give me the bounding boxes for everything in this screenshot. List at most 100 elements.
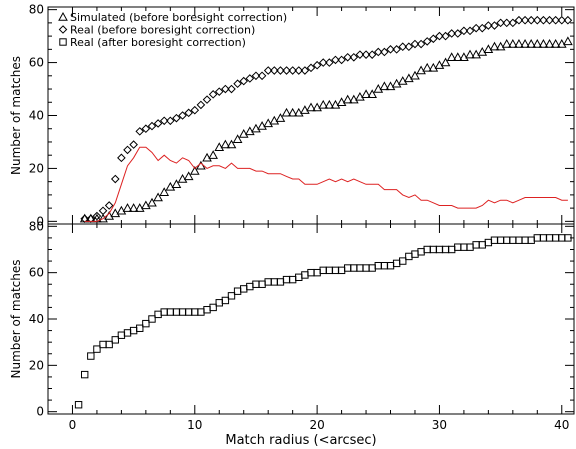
data-point-diamond: [98, 206, 108, 216]
data-point-diamond: [532, 15, 542, 25]
data-point-triangle: [306, 102, 316, 112]
data-point-triangle: [208, 150, 218, 159]
data-point-diamond: [196, 100, 206, 110]
data-point-triangle: [361, 89, 371, 99]
data-point-diamond: [459, 26, 469, 36]
data-point-square: [503, 236, 511, 244]
data-point-square: [533, 234, 542, 242]
data-point-triangle: [434, 60, 445, 69]
data-point-square: [142, 319, 150, 328]
data-point-diamond: [545, 15, 554, 25]
data-point-diamond: [471, 23, 481, 33]
data-point-triangle: [287, 107, 298, 117]
data-point-diamond: [337, 55, 346, 65]
data-point-triangle: [404, 73, 414, 83]
data-point-diamond: [184, 108, 193, 118]
data-point-diamond: [373, 47, 383, 57]
top-ytick-label: 80: [29, 3, 44, 17]
bottom-ytick-label: 40: [29, 312, 44, 326]
data-point-triangle: [116, 205, 127, 215]
data-point-diamond: [429, 34, 438, 44]
data-point-square: [87, 352, 95, 360]
data-point-triangle: [367, 89, 378, 99]
data-point-triangle: [165, 181, 176, 191]
data-point-diamond: [398, 42, 408, 52]
data-point-square: [490, 236, 499, 244]
data-point-triangle: [257, 121, 267, 130]
data-point-square: [392, 259, 401, 268]
data-point-diamond: [214, 87, 224, 96]
data-point-triangle: [128, 203, 139, 212]
data-point-diamond: [294, 66, 304, 75]
data-point-square: [80, 370, 89, 379]
data-point-square: [441, 245, 450, 254]
data-point-square: [380, 262, 389, 270]
data-point-square: [295, 273, 303, 281]
data-point-square: [313, 268, 321, 277]
data-point-triangle: [416, 65, 426, 75]
data-point-triangle: [459, 52, 469, 61]
x-axis-title: Match radius (<arcsec): [225, 433, 376, 448]
data-point-diamond: [147, 121, 157, 131]
data-point-square: [435, 245, 444, 254]
data-point-square: [270, 278, 279, 286]
data-point-square: [460, 243, 468, 251]
data-point-square: [362, 264, 370, 272]
data-point-square: [386, 262, 395, 270]
data-point-square: [551, 234, 560, 242]
data-point-triangle: [422, 62, 433, 72]
data-point-square: [215, 299, 223, 307]
data-point-diamond: [178, 111, 187, 120]
data-point-diamond: [435, 31, 444, 41]
data-point-diamond: [349, 52, 359, 62]
top-y-axis-title: Number of matches: [9, 56, 23, 175]
data-point-diamond: [166, 116, 175, 126]
legend-entry-label: Simulated (before boresight correction): [70, 11, 287, 24]
data-point-triangle: [147, 197, 157, 207]
data-point-triangle: [544, 39, 555, 48]
data-point-diamond: [141, 124, 151, 134]
data-point-square: [405, 252, 413, 261]
data-point-square: [521, 236, 529, 244]
data-point-triangle: [183, 171, 194, 181]
data-point-square: [350, 264, 358, 272]
data-point-triangle: [202, 152, 212, 162]
data-point-triangle: [312, 102, 322, 112]
data-point-diamond: [416, 39, 426, 49]
data-point-square: [539, 234, 548, 242]
top-panel: 0 20 40 60 80 Number of matches Simulated (bef…: [9, 3, 575, 228]
top-ytick-label: 40: [29, 109, 44, 123]
data-point-diamond: [104, 201, 114, 210]
data-point-triangle: [98, 213, 108, 223]
data-point-diamond: [233, 79, 242, 89]
data-point-diamond: [172, 113, 181, 123]
data-point-triangle: [122, 203, 133, 212]
data-point-diamond: [484, 21, 493, 30]
data-point-square: [252, 280, 260, 288]
data-point-triangle: [318, 99, 329, 109]
data-point-diamond: [227, 84, 236, 94]
data-point-triangle: [226, 139, 237, 149]
bottom-ytick-label: 0: [36, 405, 44, 419]
data-point-square: [307, 268, 315, 277]
data-point-triangle: [177, 173, 188, 183]
data-point-diamond: [269, 66, 279, 75]
series-line-red: [84, 146, 568, 222]
data-point-triangle: [263, 118, 274, 128]
data-point-diamond: [386, 45, 395, 54]
data-point-triangle: [501, 39, 512, 48]
xtick-label: 30: [432, 418, 447, 432]
bottom-y-axis-title: Number of matches: [9, 260, 23, 379]
data-point-diamond: [153, 119, 163, 128]
data-point-diamond: [190, 105, 200, 115]
data-point-triangle: [563, 36, 573, 46]
xtick-label: 10: [187, 418, 202, 432]
data-point-triangle: [465, 49, 475, 59]
data-point-triangle: [141, 200, 151, 210]
data-point-square: [240, 285, 248, 293]
data-point-square: [545, 234, 554, 242]
data-point-diamond: [539, 15, 548, 25]
data-point-square: [160, 308, 168, 316]
data-point-triangle: [440, 57, 451, 67]
data-point-square: [478, 241, 486, 249]
